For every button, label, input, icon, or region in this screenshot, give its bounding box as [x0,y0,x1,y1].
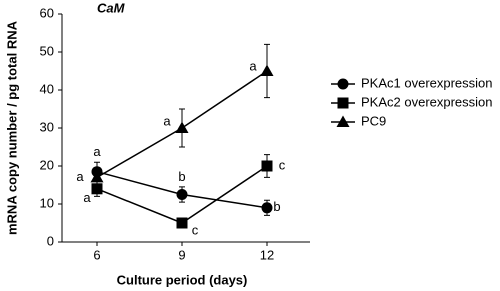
legend-label: PKAc2 overexpression [361,94,493,109]
x-tick-label: 12 [260,247,274,262]
significance-label: b [273,199,280,214]
data-point [175,121,189,133]
chart-title: CaM [97,0,126,15]
legend-label: PKAc1 overexpression [361,75,493,90]
data-point [260,64,274,76]
data-point [176,189,188,200]
y-tick-label: 30 [40,119,54,134]
legend-marker [337,97,349,109]
significance-label: a [93,144,101,159]
data-point [261,202,273,214]
legend-marker [336,115,350,127]
significance-label: b [178,169,185,184]
significance-label: a [163,113,171,128]
y-tick-label: 40 [40,81,54,96]
data-point [176,217,188,229]
y-tick-label: 20 [40,157,54,172]
y-axis-label: mRNA copy number / pg total RNA [4,20,19,235]
significance-label: a [249,58,257,73]
legend-marker [337,78,349,90]
significance-label: c [192,222,199,237]
significance-label: a [76,169,84,184]
y-tick-label: 60 [40,5,54,20]
x-axis-label: Culture period (days) [117,272,248,287]
y-tick-label: 50 [40,43,54,58]
legend-label: PC9 [361,113,386,128]
data-point [90,170,104,183]
y-tick-label: 10 [40,195,54,210]
data-point [91,183,103,195]
data-point [261,160,273,172]
significance-label: a [83,190,91,205]
x-tick-label: 6 [93,247,100,262]
y-tick-label: 0 [47,233,54,248]
significance-label: c [279,157,286,172]
x-tick-label: 9 [178,247,185,262]
